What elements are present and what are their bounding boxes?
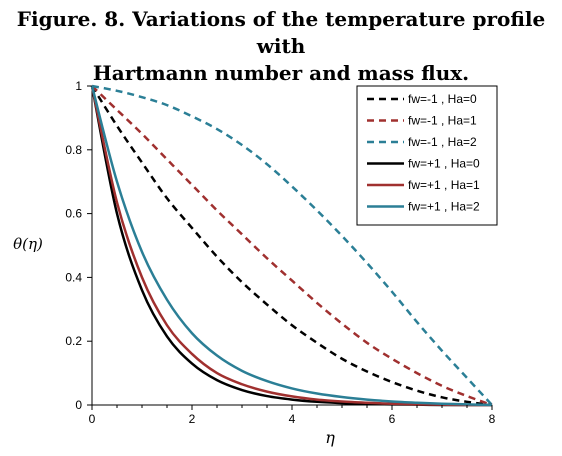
series-line-2 — [91, 85, 493, 407]
legend-label-4: fw=+1 , Ha=0 — [408, 157, 480, 171]
legend-box — [356, 85, 498, 226]
series-line-5 — [90, 85, 493, 407]
series-line-3 — [91, 84, 493, 406]
legend-label-1: fw=-1 , Ha=0 — [408, 92, 477, 106]
x-tick-label: 0 — [89, 412, 96, 426]
y-tick-label: 1 — [75, 79, 82, 93]
figure-title-line-1: Figure. 8. Variations of the temperature… — [16, 7, 546, 58]
series-line-1 — [90, 85, 493, 407]
x-axis-label: η — [325, 428, 335, 447]
x-tick-label: 6 — [389, 412, 396, 426]
y-tick-label: 0.6 — [65, 207, 82, 221]
figure-title: Figure. 8. Variations of the temperature… — [0, 6, 562, 87]
x-tick-label: 2 — [189, 412, 196, 426]
x-tick-label: 4 — [289, 412, 296, 426]
legend-label-5: fw=+1 , Ha=1 — [408, 178, 480, 192]
y-tick-label: 0.4 — [65, 270, 82, 284]
legend-label-3: fw=-1 , Ha=2 — [408, 135, 477, 149]
y-axis-label: θ(η) — [13, 235, 43, 253]
figure-title-line-2: Hartmann number and mass flux. — [92, 61, 470, 85]
x-tick-label: 8 — [489, 412, 496, 426]
legend-label-2: fw=-1 , Ha=1 — [408, 114, 477, 128]
series-line-6 — [90, 85, 493, 407]
y-tick-label: 0 — [75, 398, 82, 412]
y-tick-label: 0.2 — [65, 334, 82, 348]
y-tick-label: 0.8 — [65, 143, 82, 157]
legend-label-6: fw=+1 , Ha=2 — [408, 200, 480, 214]
